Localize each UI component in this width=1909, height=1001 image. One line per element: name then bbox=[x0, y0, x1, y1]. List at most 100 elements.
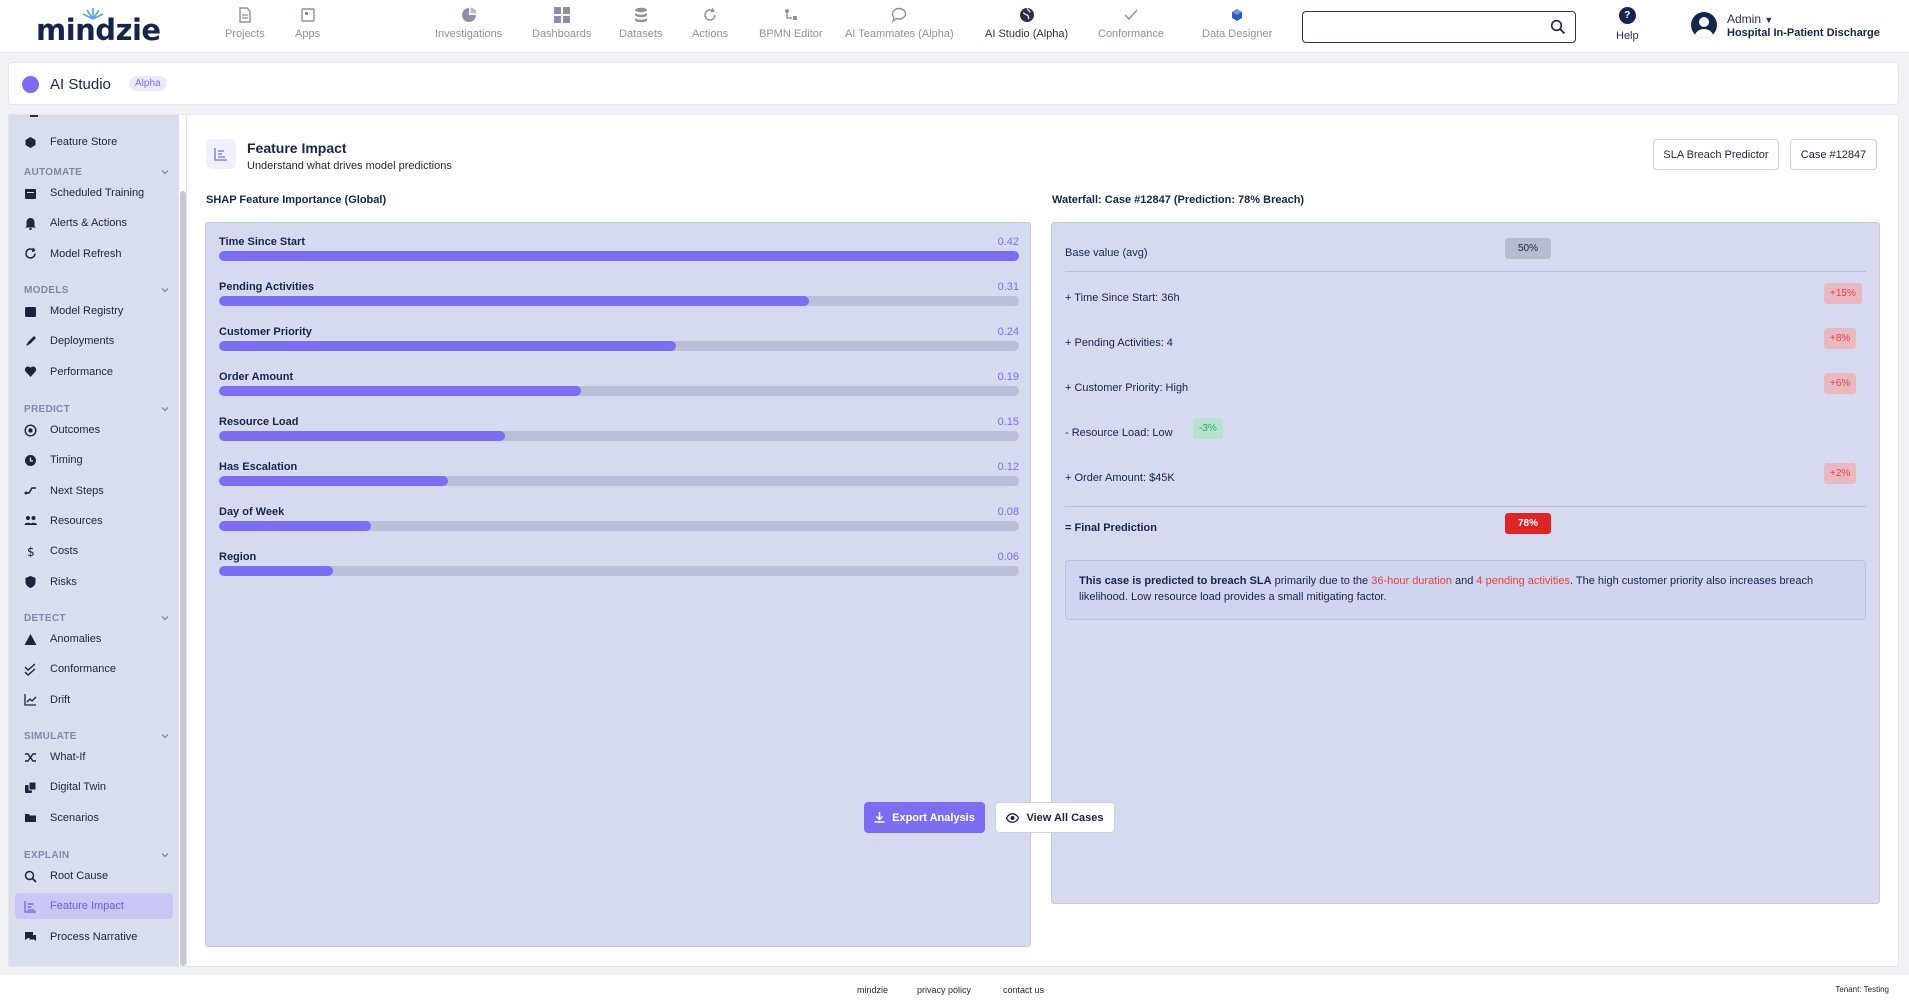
footer-link-mindzie[interactable]: mindzie bbox=[857, 985, 889, 995]
chevron-down-icon[interactable] bbox=[160, 850, 170, 860]
feature-bar-pending-activities: Pending Activities 0.31 bbox=[219, 281, 1019, 313]
view-all-cases-button[interactable]: View All Cases bbox=[995, 802, 1115, 833]
sidebar-item-performance[interactable]: Performance bbox=[15, 359, 173, 385]
contribution-label: + Time Since Start: 36h bbox=[1065, 292, 1180, 304]
sidebar-item-feature-impact[interactable]: Feature Impact bbox=[15, 893, 173, 920]
alerts-and-actions-icon bbox=[24, 217, 37, 230]
sidebar-item-anomalies[interactable]: Anomalies bbox=[15, 626, 173, 652]
nav-data-designer[interactable]: Data Designer bbox=[1202, 6, 1272, 40]
page-header: AI Studio Alpha bbox=[8, 62, 1899, 105]
nav-projects[interactable]: Projects bbox=[225, 6, 265, 40]
footer-link-privacy[interactable]: privacy policy bbox=[917, 985, 972, 995]
nav-label: Actions bbox=[692, 28, 729, 40]
nav-label: Investigations bbox=[435, 28, 503, 40]
search-field[interactable] bbox=[1311, 19, 1531, 35]
nav-datasets[interactable]: Datasets bbox=[619, 6, 662, 40]
mindzie-logo[interactable]: mindzie bbox=[36, 8, 161, 47]
sidebar-section-detect[interactable]: DETECT bbox=[24, 610, 170, 626]
help-button[interactable]: ? Help bbox=[1616, 7, 1639, 42]
sidebar-item-next-steps[interactable]: Next Steps bbox=[15, 478, 173, 504]
user-name: Admin ▼ bbox=[1727, 12, 1774, 26]
feature-name: Has Escalation bbox=[219, 461, 298, 473]
footer: mindzie privacy policy contact us Tenant… bbox=[0, 975, 1909, 1001]
drift-icon bbox=[24, 693, 37, 706]
nav-bpmn-editor[interactable]: BPMN Editor bbox=[759, 6, 823, 40]
waterfall-title: Waterfall: Case #12847 (Prediction: 78% … bbox=[1052, 194, 1305, 206]
sidebar-item-digital-twin[interactable]: Digital Twin bbox=[15, 774, 173, 800]
sidebar-item-costs[interactable]: $ Costs bbox=[15, 538, 173, 564]
main-content: Feature Impact Understand what drives mo… bbox=[187, 114, 1899, 967]
sidebar-item-scenarios[interactable]: Scenarios bbox=[15, 805, 173, 831]
case-select-button[interactable]: Case #12847 bbox=[1790, 139, 1877, 170]
risks-icon bbox=[24, 575, 37, 588]
chevron-down-icon[interactable] bbox=[160, 167, 170, 177]
section-heading: EXPLAIN bbox=[24, 849, 70, 861]
sidebar-item-feature-store[interactable]: Feature Store bbox=[15, 129, 173, 155]
sidebar-section-simulate[interactable]: SIMULATE bbox=[24, 728, 170, 744]
feature-bar-fill bbox=[219, 386, 581, 396]
feature-bar-fill bbox=[219, 476, 448, 486]
sidebar-item-process-narrative[interactable]: Process Narrative bbox=[15, 924, 173, 950]
sidebar-item-label: Root Cause bbox=[50, 870, 109, 882]
section-heading: PREDICT bbox=[24, 403, 70, 415]
bar-chart-icon bbox=[206, 139, 236, 169]
sidebar-section-models[interactable]: MODELS bbox=[24, 282, 170, 298]
feature-value: 0.19 bbox=[997, 371, 1019, 383]
feature-value: 0.12 bbox=[997, 461, 1019, 473]
nav-ai-teammates[interactable]: AI Teammates (Alpha) bbox=[845, 6, 954, 40]
sidebar-item-model-registry[interactable]: Model Registry bbox=[15, 298, 173, 324]
svg-text:$: $ bbox=[27, 545, 35, 558]
sidebar-item-model-refresh[interactable]: Model Refresh bbox=[15, 241, 173, 267]
nav-dashboards[interactable]: Dashboards bbox=[532, 6, 591, 40]
conformance-icon bbox=[24, 663, 37, 676]
nav-label: Conformance bbox=[1098, 28, 1165, 40]
sidebar-section-automate[interactable]: AUTOMATE bbox=[24, 164, 170, 180]
nav-actions[interactable]: Actions bbox=[692, 6, 728, 40]
chevron-down-icon[interactable] bbox=[160, 285, 170, 295]
sidebar-item-label: Performance bbox=[50, 365, 113, 378]
shap-importance-chart: Time Since Start 0.42 Pending Activities 0.… bbox=[205, 222, 1031, 947]
top-navbar: mindzie Projects Apps Investigations Das… bbox=[0, 0, 1909, 53]
sidebar-item-alerts-and-actions[interactable]: Alerts & Actions bbox=[15, 210, 173, 236]
nav-ai-studio[interactable]: AI Studio (Alpha) bbox=[985, 6, 1068, 40]
bpmn-icon bbox=[782, 6, 800, 24]
search-icon[interactable] bbox=[1550, 19, 1566, 35]
sidebar-section-explain[interactable]: EXPLAIN bbox=[24, 847, 170, 863]
nav-conformance[interactable]: Conformance bbox=[1098, 6, 1164, 40]
sidebar-item-risks[interactable]: Risks bbox=[15, 569, 173, 595]
feature-bar-track bbox=[219, 296, 1019, 306]
feature-bar-fill bbox=[219, 566, 334, 576]
chevron-down-icon[interactable]: ▼ bbox=[1764, 15, 1774, 25]
sidebar-item-drift[interactable]: Drift bbox=[15, 687, 173, 713]
feature-store-icon bbox=[24, 136, 37, 149]
feature-value: 0.06 bbox=[997, 551, 1019, 563]
sidebar-item-resources[interactable]: Resources bbox=[15, 508, 173, 534]
performance-icon bbox=[24, 365, 37, 378]
base-value-pill: 50% bbox=[1505, 238, 1551, 259]
nav-apps[interactable]: Apps bbox=[295, 6, 320, 40]
sidebar-item-what-if[interactable]: What-If bbox=[15, 744, 173, 770]
waterfall-panel: Base value (avg) 50% + Time Since Start:… bbox=[1051, 222, 1880, 904]
nav-investigations[interactable]: Investigations bbox=[435, 6, 502, 40]
footer-link-contact[interactable]: contact us bbox=[1003, 985, 1045, 995]
model-select-button[interactable]: SLA Breach Predictor bbox=[1653, 139, 1779, 170]
feature-bar-fill bbox=[219, 251, 1019, 261]
sidebar-section-predict[interactable]: PREDICT bbox=[24, 401, 170, 417]
export-analysis-button[interactable]: Export Analysis bbox=[864, 802, 985, 833]
sidebar-item-conformance[interactable]: Conformance bbox=[15, 656, 173, 682]
chevron-down-icon[interactable] bbox=[160, 731, 170, 741]
search-input[interactable] bbox=[1302, 11, 1576, 43]
sidebar-scrollbar[interactable] bbox=[179, 115, 186, 966]
sidebar-item-timing[interactable]: Timing bbox=[15, 447, 173, 473]
sidebar-item-scheduled-training[interactable]: Scheduled Training bbox=[15, 180, 173, 206]
feature-value: 0.31 bbox=[997, 281, 1019, 293]
chevron-down-icon[interactable] bbox=[160, 404, 170, 414]
chevron-down-icon[interactable] bbox=[160, 613, 170, 623]
scrollbar-thumb[interactable] bbox=[180, 191, 186, 966]
feature-bar-fill bbox=[219, 341, 676, 351]
sidebar-item-deployments[interactable]: Deployments bbox=[15, 328, 173, 354]
sidebar-item-root-cause[interactable]: Root Cause bbox=[15, 863, 173, 889]
final-prediction-pill: 78% bbox=[1505, 513, 1551, 534]
nav-label: AI Teammates (Alpha) bbox=[845, 28, 954, 40]
sidebar-item-outcomes[interactable]: Outcomes bbox=[15, 417, 173, 443]
